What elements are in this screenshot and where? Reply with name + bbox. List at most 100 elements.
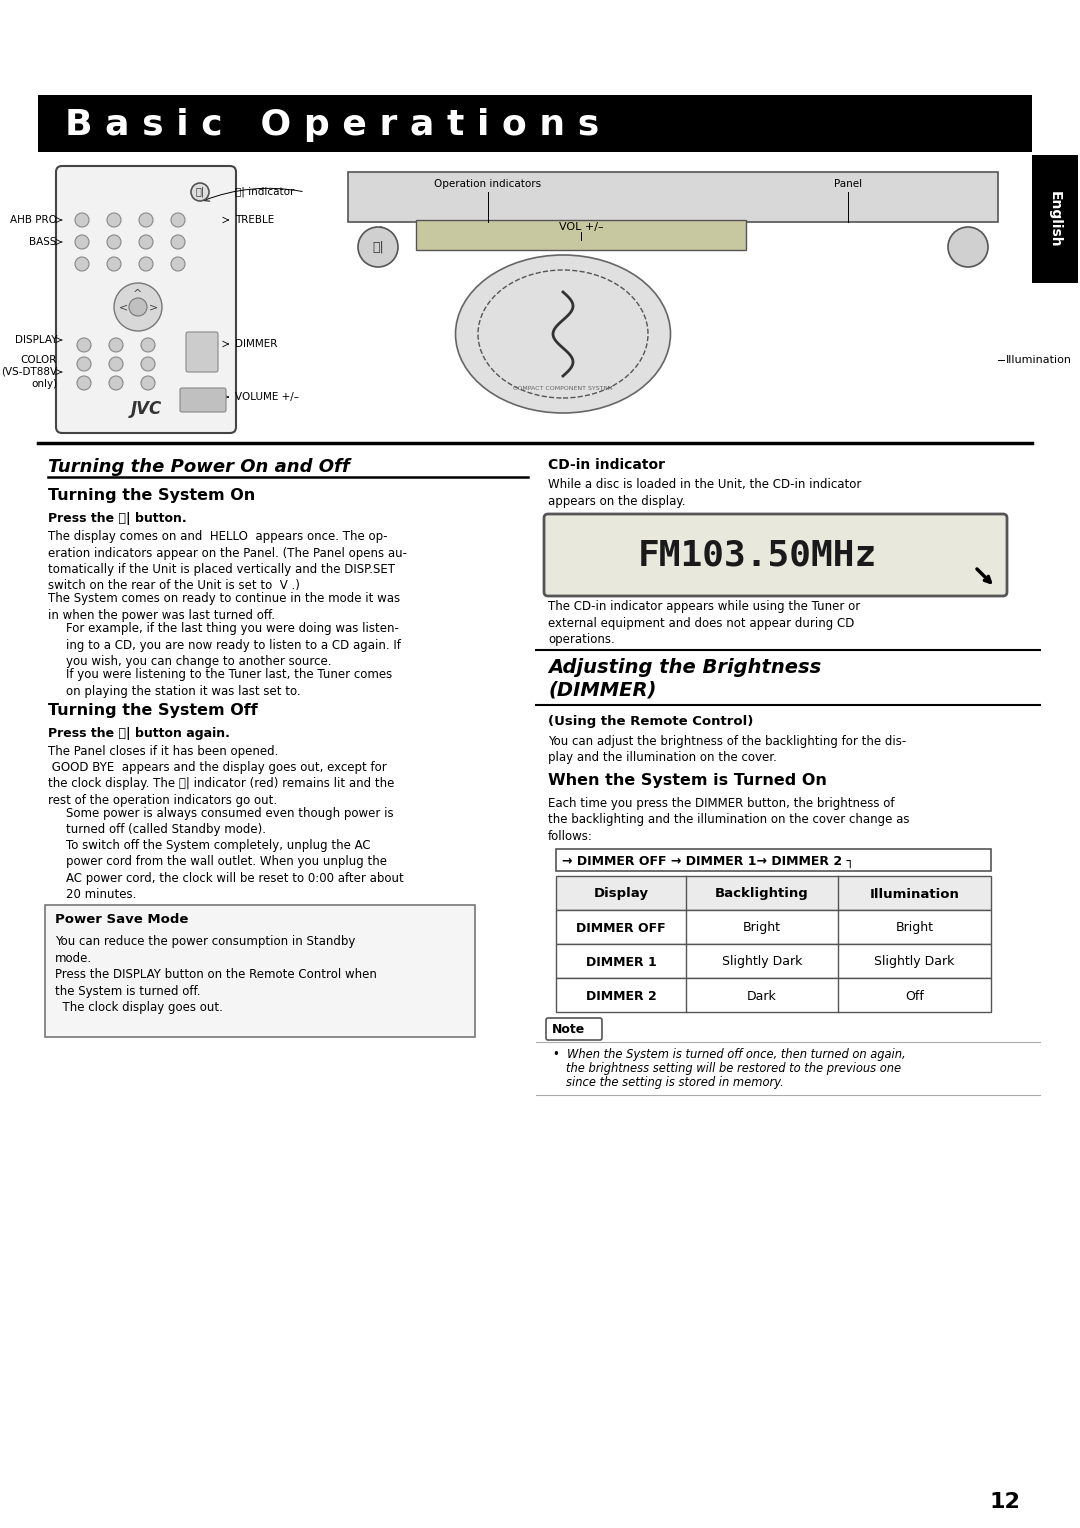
Text: Panel: Panel: [834, 179, 862, 189]
Text: •  When the System is turned off once, then turned on again,: • When the System is turned off once, th…: [553, 1048, 906, 1060]
Circle shape: [141, 376, 156, 390]
Bar: [348, 173, 998, 222]
Text: → DIMMER OFF → DIMMER 1→ DIMMER 2 ┐: → DIMMER OFF → DIMMER 1→ DIMMER 2 ┐: [562, 854, 854, 868]
Ellipse shape: [456, 255, 671, 413]
Text: FM103.50MHz: FM103.50MHz: [638, 538, 877, 571]
Text: Note: Note: [552, 1024, 585, 1036]
Text: When the System is Turned On: When the System is Turned On: [548, 773, 827, 788]
Text: DISPLAY: DISPLAY: [14, 335, 57, 345]
Text: >: >: [148, 303, 158, 312]
Circle shape: [191, 183, 210, 202]
Text: ⏽|: ⏽|: [373, 225, 383, 235]
Text: DIMMER 2: DIMMER 2: [585, 990, 657, 1002]
Text: AHB PRO: AHB PRO: [10, 215, 57, 225]
Circle shape: [129, 298, 147, 316]
Circle shape: [77, 376, 91, 390]
Text: VOL +/–: VOL +/–: [558, 222, 604, 232]
Text: DIMMER OFF: DIMMER OFF: [577, 921, 665, 935]
Bar: [45, 905, 475, 1038]
FancyBboxPatch shape: [546, 1018, 602, 1041]
Text: Press the ⏽| button.: Press the ⏽| button.: [48, 512, 187, 526]
Text: The display comes on and  HELLO  appears once. The op-
eration indicators appear: The display comes on and HELLO appears o…: [48, 530, 407, 593]
Circle shape: [139, 235, 153, 249]
Bar: [1032, 154, 1078, 283]
Text: Each time you press the DIMMER button, the brightness of
the backlighting and th: Each time you press the DIMMER button, t…: [548, 798, 909, 843]
Text: Illumination: Illumination: [869, 888, 959, 900]
Circle shape: [114, 283, 162, 332]
Text: the brightness setting will be restored to the previous one: the brightness setting will be restored …: [566, 1062, 901, 1076]
Text: The System comes on ready to continue in the mode it was
in when the power was l: The System comes on ready to continue in…: [48, 591, 400, 622]
Circle shape: [171, 212, 185, 228]
Circle shape: [109, 376, 123, 390]
FancyBboxPatch shape: [186, 332, 218, 371]
Circle shape: [171, 235, 185, 249]
Text: ⏽|: ⏽|: [373, 240, 383, 254]
Circle shape: [109, 358, 123, 371]
Circle shape: [109, 338, 123, 351]
Text: COLOR
(VS-DT88V
only): COLOR (VS-DT88V only): [1, 356, 57, 388]
Text: GOOD BYE  appears and the display goes out, except for
the clock display. The ⏽|: GOOD BYE appears and the display goes ou…: [48, 761, 394, 807]
Text: Slightly Dark: Slightly Dark: [721, 955, 802, 969]
Text: Illumination: Illumination: [1005, 354, 1072, 365]
Text: Operation indicators: Operation indicators: [434, 179, 541, 189]
Text: 12: 12: [989, 1491, 1020, 1513]
Text: Bright: Bright: [743, 921, 781, 935]
Text: CD-in indicator: CD-in indicator: [548, 458, 665, 472]
Text: Press the ⏽| button again.: Press the ⏽| button again.: [48, 727, 230, 740]
Text: Off: Off: [905, 990, 923, 1002]
Text: BASS: BASS: [29, 237, 57, 248]
Text: ^: ^: [133, 289, 143, 299]
Text: The CD-in indicator appears while using the Tuner or
external equipment and does: The CD-in indicator appears while using …: [548, 601, 861, 646]
Text: Some power is always consumed even though power is
turned off (called Standby mo: Some power is always consumed even thoug…: [66, 807, 393, 836]
Circle shape: [107, 257, 121, 270]
Bar: [556, 911, 991, 944]
Circle shape: [139, 257, 153, 270]
Text: TREBLE: TREBLE: [235, 215, 274, 225]
Text: Press the DISPLAY button on the Remote Control when
the System is turned off.
  : Press the DISPLAY button on the Remote C…: [55, 969, 377, 1015]
Text: Turning the System Off: Turning the System Off: [48, 703, 258, 718]
Circle shape: [75, 212, 89, 228]
Circle shape: [77, 338, 91, 351]
Bar: [556, 944, 991, 978]
Text: DIMMER 1: DIMMER 1: [585, 955, 657, 969]
Text: Turning the System On: Turning the System On: [48, 487, 255, 503]
Text: English: English: [1048, 191, 1062, 248]
Circle shape: [75, 235, 89, 249]
Circle shape: [357, 228, 399, 267]
Text: B a s i c   O p e r a t i o n s: B a s i c O p e r a t i o n s: [65, 107, 599, 142]
Circle shape: [107, 235, 121, 249]
Text: Adjusting the Brightness: Adjusting the Brightness: [548, 659, 821, 677]
Text: If you were listening to the Tuner last, the Tuner comes
on playing the station : If you were listening to the Tuner last,…: [66, 668, 392, 697]
Text: ⏽| indicator: ⏽| indicator: [235, 186, 295, 197]
Circle shape: [77, 358, 91, 371]
Text: You can adjust the brightness of the backlighting for the dis-
play and the illu: You can adjust the brightness of the bac…: [548, 735, 906, 764]
Text: Turning the Power On and Off: Turning the Power On and Off: [48, 458, 350, 477]
Text: While a disc is loaded in the Unit, the CD-in indicator
appears on the display.: While a disc is loaded in the Unit, the …: [548, 478, 862, 507]
Text: VOLUME +/–: VOLUME +/–: [235, 393, 299, 402]
Text: For example, if the last thing you were doing was listen-
ing to a CD, you are n: For example, if the last thing you were …: [66, 622, 401, 668]
Text: since the setting is stored in memory.: since the setting is stored in memory.: [566, 1076, 784, 1089]
Bar: [416, 220, 746, 251]
Bar: [38, 95, 1032, 151]
Text: Power Save Mode: Power Save Mode: [55, 914, 188, 926]
Bar: [556, 978, 991, 1012]
Text: You can reduce the power consumption in Standby
mode.: You can reduce the power consumption in …: [55, 935, 355, 964]
Circle shape: [171, 257, 185, 270]
Circle shape: [141, 358, 156, 371]
Text: To switch off the System completely, unplug the AC
power cord from the wall outl: To switch off the System completely, unp…: [66, 839, 404, 902]
Circle shape: [75, 257, 89, 270]
FancyBboxPatch shape: [544, 513, 1007, 596]
Text: Slightly Dark: Slightly Dark: [875, 955, 955, 969]
Bar: [556, 850, 991, 871]
Text: Display: Display: [594, 888, 648, 900]
Circle shape: [139, 212, 153, 228]
Text: <: <: [119, 303, 127, 312]
Text: ⏽|: ⏽|: [195, 186, 204, 197]
Circle shape: [948, 228, 988, 267]
Text: (DIMMER): (DIMMER): [548, 681, 657, 700]
Text: The Panel closes if it has been opened.: The Panel closes if it has been opened.: [48, 746, 279, 758]
Text: Bright: Bright: [895, 921, 933, 935]
Circle shape: [141, 338, 156, 351]
Text: JVC: JVC: [131, 400, 162, 419]
Text: Dark: Dark: [747, 990, 777, 1002]
